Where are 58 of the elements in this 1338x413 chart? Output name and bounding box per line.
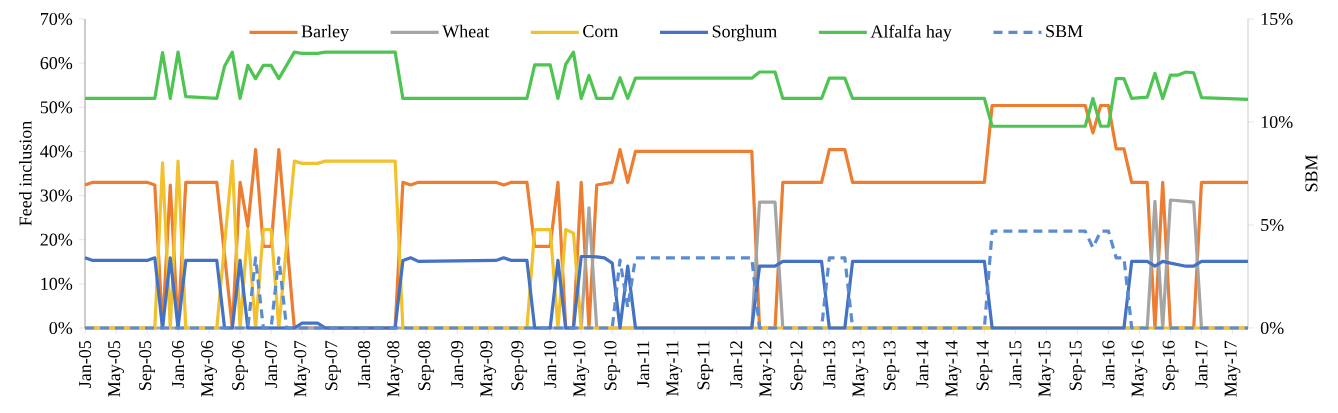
y2-tick-label: 5% [1261,218,1284,232]
y-tick-label: 60% [40,57,73,70]
x-tick-label: Sep-14 [976,340,993,390]
legend-label: Sorghum [712,24,777,42]
y-tick-label: 50% [40,101,73,114]
y2-axis-title: SBM [1305,155,1318,192]
legend-label: Corn [583,25,619,38]
x-tick-label: Sep-05 [139,340,155,390]
y-tick-label: 10% [41,277,73,290]
x-tick-label: Jan-05 [78,340,92,388]
x-tick-label: May-16 [1131,340,1148,397]
legend-label: Barley [301,24,349,42]
x-tick-label: May-12 [759,341,776,397]
x-tick-label: Sep-11 [697,341,714,390]
x-tick-label: Jan-15 [1009,340,1022,388]
x-tick-label: Jan-17 [1195,340,1208,388]
legend-label: Alfalfa hay [870,24,952,42]
y-tick-label: 30% [40,189,73,202]
x-tick-label: Sep-16 [1162,340,1179,390]
y2-tick-label: 15% [1261,12,1293,26]
x-tick-label: May-08 [387,340,404,397]
x-tick-label: Jan-14 [916,340,929,388]
x-tick-label: Jan-07 [265,340,278,388]
x-tick-label: Sep-12 [790,341,807,390]
x-tick-label: Jan-09 [451,340,464,388]
x-tick-label: May-10 [573,340,590,397]
y-tick-label: 20% [40,233,73,246]
y2-tick-label: 0% [1260,321,1284,335]
x-tick-label: Sep-10 [604,340,621,390]
x-tick-label: May-13 [852,340,869,397]
x-tick-label: Sep-15 [1069,340,1086,390]
y-tick-label: 0% [49,321,73,335]
x-tick-label: May-07 [294,340,311,397]
y-tick-label: 70% [40,12,73,26]
y-axis-title: Feed inclusion [18,121,32,226]
x-tick-label: Jan-08 [358,340,371,388]
x-tick-label: Jan-11 [637,341,650,388]
x-tick-label: May-06 [201,340,217,397]
x-tick-label: Jan-13 [823,340,836,388]
x-tick-label: Jan-10 [544,340,557,388]
x-tick-label: Sep-08 [418,340,435,390]
x-tick-label: May-14 [945,340,962,397]
x-tick-label: May-11 [666,341,683,396]
x-tick-label: Sep-06 [232,340,248,390]
x-tick-label: May-17 [1224,340,1241,397]
y2-tick-label: 10% [1261,115,1293,129]
x-tick-label: May-09 [480,340,497,397]
x-tick-label: May-05 [108,340,124,397]
x-tick-label: Jan-16 [1102,340,1115,388]
legend-label: Wheat [442,24,490,38]
y-tick-label: 40% [40,145,73,158]
x-tick-label: May-15 [1038,340,1055,397]
x-tick-label: Jan-12 [730,341,743,388]
x-tick-label: Jan-06 [171,340,185,388]
x-tick-label: Sep-09 [511,340,528,390]
legend-label: SBM [1046,25,1083,38]
x-tick-label: Sep-13 [883,340,900,390]
x-tick-label: Sep-07 [325,340,341,390]
